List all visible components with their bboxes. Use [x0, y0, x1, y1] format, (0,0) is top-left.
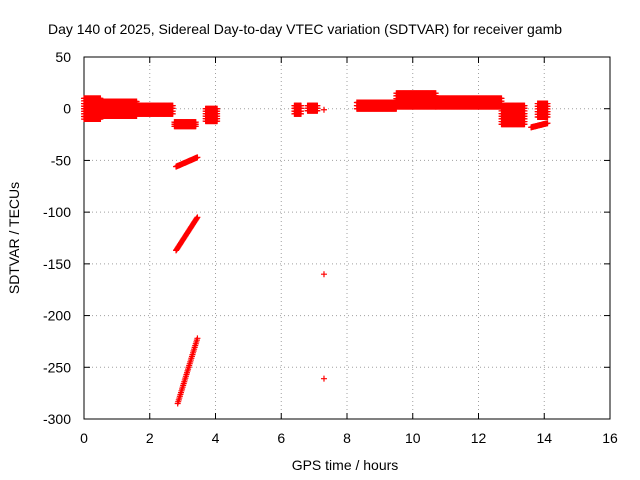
- data-point: [192, 119, 199, 126]
- x-tick-label: 12: [471, 430, 487, 446]
- x-tick-label: 14: [536, 430, 552, 446]
- x-axis-title: GPS time / hours: [292, 457, 399, 473]
- x-tick-label: 2: [146, 430, 154, 446]
- data-point: [169, 102, 176, 109]
- y-tick-label: 0: [63, 101, 71, 117]
- axis-ticks: 0 2 4 6 8 10 12 14 16 50 0 -50 -100 -150 -200 -250 -300: [43, 49, 618, 446]
- x-tick-label: 4: [212, 430, 220, 446]
- data-point: [314, 102, 321, 109]
- x-tick-label: 0: [80, 430, 88, 446]
- data-point: [320, 106, 327, 113]
- data-points: [81, 90, 551, 407]
- x-tick-label: 6: [277, 430, 285, 446]
- y-tick-label: -200: [43, 308, 71, 324]
- x-tick-label: 16: [602, 430, 618, 446]
- data-point: [194, 214, 201, 221]
- y-tick-label: -300: [43, 411, 71, 427]
- y-tick-label: -50: [51, 152, 71, 168]
- data-point: [544, 120, 551, 127]
- y-tick-label: 50: [55, 49, 71, 65]
- data-point: [521, 102, 528, 109]
- data-point: [320, 375, 327, 382]
- data-point: [498, 95, 505, 102]
- chart-title: Day 140 of 2025, Sidereal Day-to-day VTE…: [48, 21, 562, 37]
- y-tick-label: -250: [43, 359, 71, 375]
- x-tick-label: 10: [405, 430, 421, 446]
- data-point: [297, 102, 304, 109]
- data-point: [432, 90, 439, 97]
- data-point: [320, 271, 327, 278]
- x-tick-label: 8: [343, 430, 351, 446]
- data-point: [194, 154, 201, 161]
- data-point: [214, 105, 221, 112]
- data-point: [544, 100, 551, 107]
- y-tick-label: -100: [43, 204, 71, 220]
- y-axis-title: SDTVAR / TECUs: [6, 182, 22, 294]
- y-tick-label: -150: [43, 256, 71, 272]
- data-point: [194, 335, 201, 342]
